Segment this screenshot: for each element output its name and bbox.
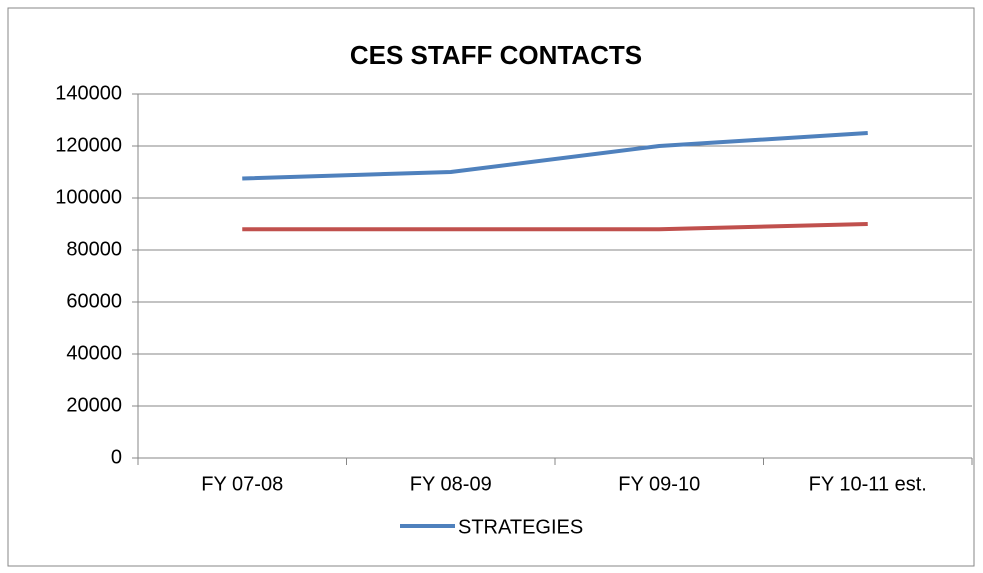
x-tick-label: FY 09-10 xyxy=(618,473,700,495)
y-tick-label: 20000 xyxy=(66,394,122,416)
x-tick-label: FY 08-09 xyxy=(410,473,492,495)
y-tick-label: 80000 xyxy=(66,238,122,260)
x-tick-label: FY 10-11 est. xyxy=(809,473,927,495)
chart-border xyxy=(7,7,975,567)
y-tick-label: 0 xyxy=(111,446,122,468)
x-tick-label: FY 07-08 xyxy=(201,473,283,495)
y-tick-label: 60000 xyxy=(66,290,122,312)
legend-label: STRATEGIES xyxy=(458,516,583,538)
y-tick-label: 100000 xyxy=(55,186,122,208)
chart-title: CES STAFF CONTACTS xyxy=(350,40,642,70)
y-tick-label: 120000 xyxy=(55,134,122,156)
y-tick-label: 140000 xyxy=(55,82,122,104)
series-line xyxy=(242,222,868,232)
y-tick-label: 40000 xyxy=(66,342,122,364)
series-line xyxy=(242,131,868,181)
